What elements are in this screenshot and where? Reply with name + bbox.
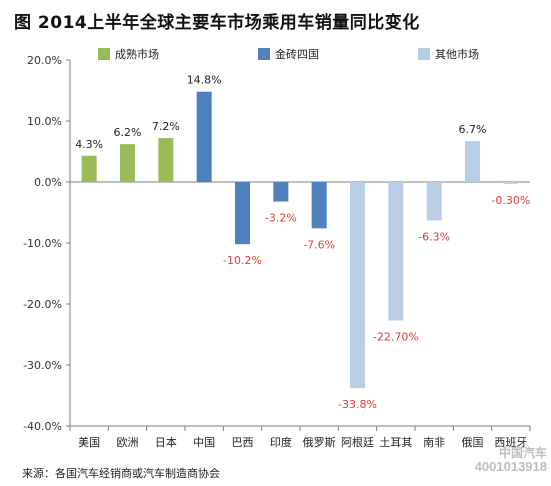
source-note: 来源：各国汽车经销商或汽车制造商协会 xyxy=(22,467,220,480)
bar-巴西 xyxy=(235,182,250,245)
watermark-text: 中国汽车 xyxy=(498,446,547,460)
y-tick-label: -10.0% xyxy=(23,237,62,250)
y-tick-label: 0.0% xyxy=(34,176,62,189)
y-tick-label: 20.0% xyxy=(27,54,62,67)
legend-swatch-other xyxy=(418,48,430,60)
legend-label-mature: 成熟市场 xyxy=(115,47,159,61)
bar-西班牙 xyxy=(503,182,519,184)
x-tick-label: 南非 xyxy=(423,436,445,449)
bar-土耳其 xyxy=(388,182,404,321)
data-label: -7.6% xyxy=(303,238,335,251)
x-tick-label: 印度 xyxy=(270,435,292,449)
x-tick-label: 日本 xyxy=(155,435,177,449)
data-label: -22.70% xyxy=(373,330,419,343)
y-tick-label: -40.0% xyxy=(23,420,62,433)
bar-俄国 xyxy=(465,141,480,182)
y-tick-label: -30.0% xyxy=(23,359,62,372)
data-label: -33.8% xyxy=(338,398,377,411)
data-label: 6.2% xyxy=(114,126,142,139)
data-label: -3.2% xyxy=(265,212,297,225)
bar-南非 xyxy=(426,182,442,221)
legend-label-brics: 金砖四国 xyxy=(275,47,319,61)
x-tick-label: 土耳其 xyxy=(379,436,412,449)
data-label: 7.2% xyxy=(152,120,180,133)
x-tick-label: 美国 xyxy=(78,436,100,449)
bar-印度 xyxy=(273,182,289,202)
legend-swatch-brics xyxy=(258,48,270,60)
x-tick-label: 俄国 xyxy=(462,436,484,449)
data-label: -10.2% xyxy=(223,254,262,267)
bar-阿根廷 xyxy=(350,182,365,389)
data-label: 6.7% xyxy=(459,123,487,136)
bar-俄罗斯 xyxy=(311,182,327,229)
x-tick-label: 中国 xyxy=(193,436,215,449)
x-tick-label: 巴西 xyxy=(232,436,254,449)
legend-swatch-mature xyxy=(98,48,110,60)
y-tick-label: 10.0% xyxy=(27,115,62,128)
data-label: -6.3% xyxy=(418,230,450,243)
bar-美国 xyxy=(81,155,97,182)
y-tick-label: -20.0% xyxy=(23,298,62,311)
x-tick-label: 阿根廷 xyxy=(341,435,374,449)
data-label: 4.3% xyxy=(75,138,103,151)
x-tick-label: 俄罗斯 xyxy=(303,436,336,449)
data-label: 14.8% xyxy=(187,74,222,87)
bar-日本 xyxy=(158,138,174,182)
watermark-number: 4001013918 xyxy=(474,459,547,474)
x-tick-label: 西班牙 xyxy=(494,436,527,449)
bar-欧洲 xyxy=(120,144,135,182)
chart-title: 图 2014上半年全球主要车市场乘用车销量同比变化 xyxy=(14,13,420,33)
bar-中国 xyxy=(196,91,212,182)
x-tick-label: 欧洲 xyxy=(117,436,139,449)
data-label: -0.30% xyxy=(491,194,530,207)
legend-label-other: 其他市场 xyxy=(435,47,479,61)
